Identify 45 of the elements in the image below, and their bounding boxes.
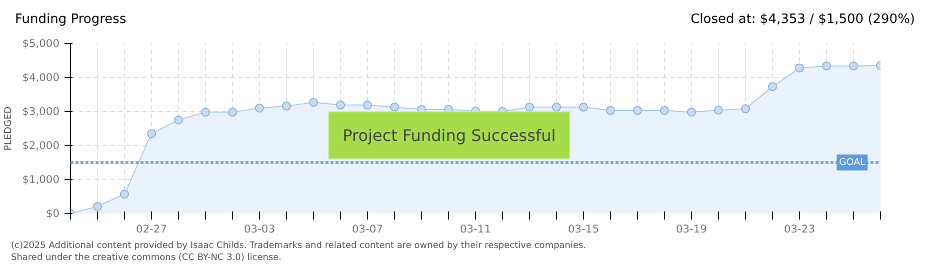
point <box>255 103 264 112</box>
point <box>120 189 129 198</box>
x-tick-label: 03-03 <box>244 222 275 236</box>
ref-line-label: GOAL <box>839 156 866 168</box>
text: Closed at: $4,353 / $1,500 (290%) <box>690 11 915 29</box>
point <box>552 102 561 112</box>
point <box>363 100 372 110</box>
point <box>579 102 588 112</box>
point <box>633 106 642 115</box>
text: Shared under the creative commons (CC BY-NC 3.0) license. <box>11 253 282 264</box>
point <box>822 61 831 70</box>
point <box>390 102 399 112</box>
y-tick-label: $2,000 <box>22 138 60 152</box>
point <box>93 201 102 210</box>
point <box>849 61 858 70</box>
point <box>174 115 183 124</box>
x-tick-label: 03-23 <box>784 222 815 236</box>
point <box>228 107 237 116</box>
x-tick-label: 03-19 <box>676 222 708 236</box>
point <box>525 102 534 112</box>
point <box>147 128 156 138</box>
point <box>336 100 345 110</box>
point <box>309 97 318 106</box>
y-tick-label: $5,000 <box>22 36 60 50</box>
y-tick-label: $4,000 <box>22 70 60 84</box>
point <box>795 63 804 72</box>
text: (c)2025 Additional content provided by Isaac Childs. Trademarks and related content are owned by their respective companies. <box>11 240 586 251</box>
point <box>768 82 777 91</box>
y-tick-label: $1,000 <box>22 172 60 186</box>
y-axis-title: PLEDGED <box>3 106 14 150</box>
x-tick-label: 03-11 <box>460 222 491 236</box>
point <box>741 104 750 113</box>
point <box>606 106 615 115</box>
point <box>282 101 291 110</box>
y-tick-label: $3,000 <box>22 104 60 118</box>
annotation: Project Funding Successful <box>342 125 556 144</box>
x-tick-label: 03-15 <box>568 222 599 236</box>
x-tick-label: 03-07 <box>352 222 383 236</box>
point <box>714 105 723 114</box>
point <box>201 107 210 116</box>
x-tick-label: 02-27 <box>136 222 167 236</box>
point <box>660 106 669 115</box>
point <box>687 107 696 116</box>
chart-title: Funding Progress <box>15 11 126 29</box>
y-tick-label: $0 <box>46 206 60 220</box>
